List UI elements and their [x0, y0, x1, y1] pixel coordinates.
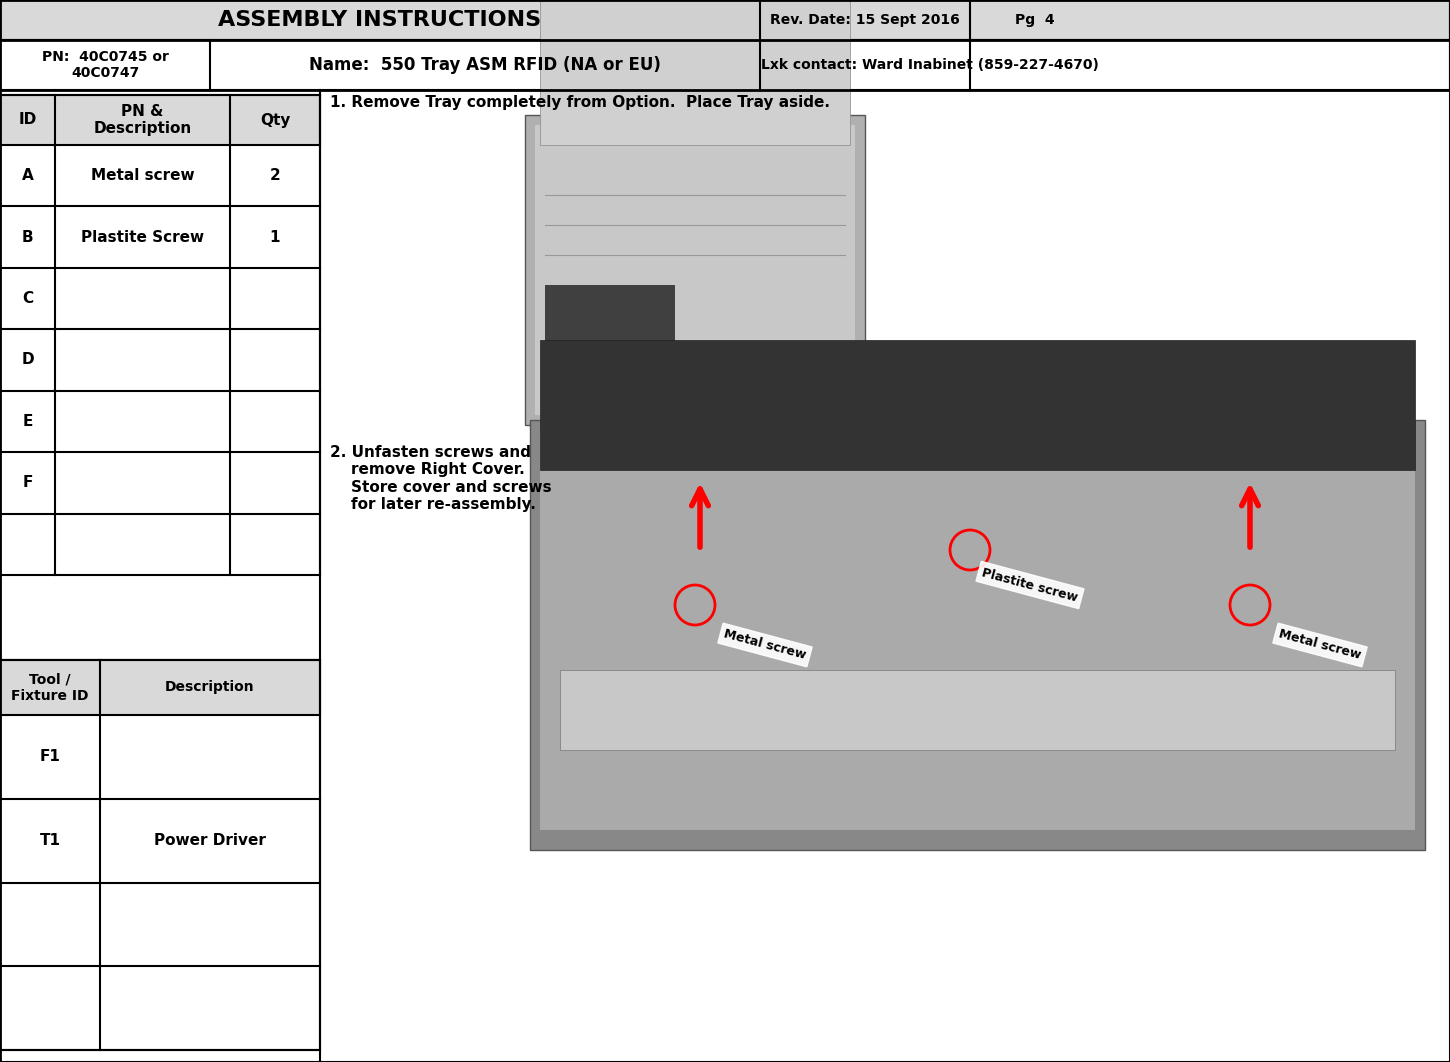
Text: Name:  550 Tray ASM RFID (NA or EU): Name: 550 Tray ASM RFID (NA or EU) — [309, 56, 661, 74]
Text: Power Driver: Power Driver — [154, 833, 265, 849]
Bar — [0, 95, 320, 145]
Text: 1: 1 — [270, 229, 280, 244]
Text: F: F — [22, 476, 33, 491]
Text: Lxk contact: Ward Inabinet (859-227-4670): Lxk contact: Ward Inabinet (859-227-4670… — [761, 58, 1099, 72]
Text: Plastite screw: Plastite screw — [980, 566, 1079, 604]
Text: A: A — [22, 168, 33, 184]
Text: Metal screw: Metal screw — [91, 168, 194, 184]
Text: D: D — [22, 353, 33, 367]
Bar — [531, 419, 1425, 850]
Bar — [545, 285, 676, 345]
Text: T1: T1 — [39, 833, 61, 849]
Text: Metal screw: Metal screw — [722, 628, 808, 663]
Text: Plastite Screw: Plastite Screw — [81, 229, 204, 244]
Text: 2. Unfasten screws and
    remove Right Cover.
    Store cover and screws
    fo: 2. Unfasten screws and remove Right Cove… — [331, 445, 551, 512]
Bar — [0, 660, 320, 1050]
Text: Qty: Qty — [260, 113, 290, 127]
Text: Tool /
Fixture ID: Tool / Fixture ID — [12, 672, 88, 703]
Text: Pg  4: Pg 4 — [1015, 13, 1054, 27]
Text: ASSEMBLY INSTRUCTIONS: ASSEMBLY INSTRUCTIONS — [219, 10, 541, 30]
Bar — [0, 0, 1450, 40]
Text: Metal screw: Metal screw — [1277, 628, 1363, 663]
Text: Rev. Date: 15 Sept 2016: Rev. Date: 15 Sept 2016 — [770, 13, 960, 27]
Text: ID: ID — [19, 113, 36, 127]
Text: F1: F1 — [39, 750, 61, 765]
Bar — [539, 340, 1415, 470]
Bar — [560, 670, 1395, 750]
Bar — [0, 40, 1450, 90]
Bar — [539, 0, 850, 145]
Bar — [525, 115, 866, 425]
Text: PN &
Description: PN & Description — [93, 104, 191, 136]
Text: Description: Description — [165, 681, 255, 695]
Text: C: C — [22, 291, 33, 306]
Text: PN:  40C0745 or
40C0747: PN: 40C0745 or 40C0747 — [42, 50, 168, 80]
Bar — [539, 430, 1415, 830]
Bar — [0, 660, 320, 715]
Bar — [535, 125, 856, 415]
Text: 1. Remove Tray completely from Option.  Place Tray aside.: 1. Remove Tray completely from Option. P… — [331, 95, 829, 109]
Text: 2: 2 — [270, 168, 280, 184]
Text: B: B — [22, 229, 33, 244]
Text: E: E — [22, 414, 33, 429]
